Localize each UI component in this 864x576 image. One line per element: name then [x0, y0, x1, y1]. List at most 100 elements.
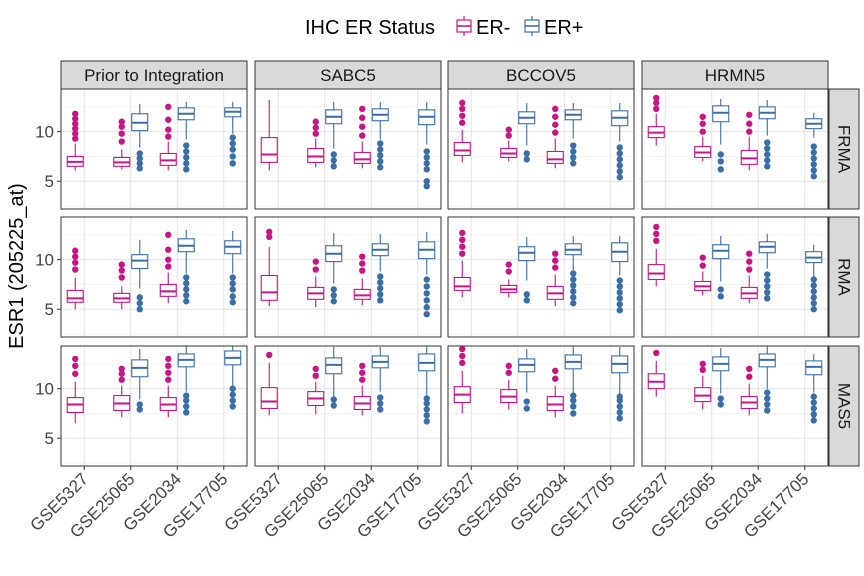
outlier-point	[312, 258, 319, 265]
box-gse17705-er-pos	[418, 101, 436, 190]
outlier-point	[330, 292, 337, 299]
outlier-point	[229, 140, 236, 147]
outlier-point	[377, 291, 384, 298]
box-gse2034-er-pos	[564, 235, 582, 307]
box-gse5327-er-neg	[260, 351, 278, 416]
box-gse2034-er-neg	[740, 111, 758, 171]
outlier-point	[810, 167, 817, 174]
panel-grid: Prior to Integration SABC5 BCCOV5 HRMN5 FRMA…	[27, 60, 860, 542]
outlier-point	[229, 397, 236, 404]
legend: IHC ER Status ER- ER+	[305, 16, 583, 39]
outlier-point	[165, 355, 172, 363]
outlier-point	[118, 138, 125, 145]
outlier-point	[810, 393, 817, 400]
outlier-point	[165, 376, 172, 383]
facet-panel	[60, 88, 248, 210]
outlier-point	[118, 118, 125, 125]
outlier-point	[72, 355, 79, 363]
outlier-point	[552, 375, 559, 382]
box-gse2034-er-pos	[564, 102, 582, 167]
outlier-point	[359, 114, 366, 121]
box-gse2034-er-pos	[177, 101, 195, 173]
outlier-point	[183, 160, 190, 167]
column-strip-bg	[60, 60, 248, 90]
outlier-point	[423, 412, 430, 419]
outlier-point	[229, 299, 236, 306]
outlier-point	[72, 120, 79, 127]
outlier-point	[312, 372, 319, 379]
box-gse25065-er-pos	[518, 236, 536, 304]
box-gse25065-er-pos	[712, 347, 730, 408]
outlier-point	[229, 274, 236, 281]
outlier-point	[72, 370, 79, 377]
y-tick-label: 10	[35, 380, 54, 399]
outlier-point	[523, 398, 530, 405]
outlier-point	[616, 295, 623, 302]
box-gse2034-er-neg	[546, 250, 564, 307]
box-gse25065-er-pos	[712, 98, 730, 173]
outlier-point	[72, 135, 79, 142]
outlier-point	[165, 362, 172, 370]
outlier-point	[699, 120, 706, 127]
box-gse25065-er-neg	[500, 362, 518, 410]
outlier-point	[616, 162, 623, 169]
outlier-point	[570, 282, 577, 289]
outlier-point	[377, 273, 384, 280]
outlier-point	[423, 154, 430, 161]
outlier-point	[653, 94, 660, 102]
outlier-point	[570, 270, 577, 277]
column-strip: Prior to Integration	[60, 60, 248, 90]
outlier-point	[330, 151, 337, 158]
outlier-point	[570, 403, 577, 410]
outlier-point	[616, 150, 623, 157]
outlier-point	[699, 128, 706, 135]
outlier-point	[229, 153, 236, 160]
box-gse25065-er-neg	[500, 261, 518, 298]
outlier-point	[423, 182, 430, 190]
legend-key-er-neg	[456, 16, 472, 36]
box-gse25065-er-pos	[131, 239, 149, 313]
box-gse5327-er-neg	[453, 99, 471, 163]
outlier-point	[810, 143, 817, 150]
outlier-point	[183, 409, 190, 416]
outlier-point	[552, 105, 559, 113]
outlier-point	[423, 148, 430, 155]
outlier-point	[699, 366, 706, 374]
panel-border	[447, 88, 635, 210]
outlier-point	[165, 116, 172, 123]
column-strip: HRMN5	[641, 60, 829, 90]
outlier-point	[523, 150, 530, 157]
box-iqr	[647, 264, 665, 281]
facet-panel	[641, 88, 829, 210]
outlier-point	[505, 261, 512, 268]
outlier-point	[312, 124, 319, 131]
box-gse5327-er-neg	[260, 228, 278, 307]
row-strip-bg	[828, 88, 860, 210]
outlier-point	[359, 260, 366, 267]
outlier-point	[459, 105, 466, 113]
row-strip: FRMA	[828, 88, 860, 210]
box-gse17705-er-pos	[224, 346, 242, 410]
box-gse25065-er-pos	[518, 102, 536, 163]
outlier-point	[359, 123, 366, 130]
panel-border	[447, 216, 635, 338]
box-gse5327-er-neg	[453, 229, 471, 298]
outlier-point	[764, 163, 771, 170]
box-gse2034-er-pos	[371, 101, 389, 171]
outlier-point	[118, 365, 125, 373]
outlier-point	[810, 288, 817, 295]
outlier-point	[183, 154, 190, 161]
outlier-point	[653, 230, 660, 238]
outlier-point	[423, 400, 430, 407]
outlier-point	[330, 402, 337, 409]
outlier-point	[359, 369, 366, 376]
outlier-point	[699, 360, 706, 368]
outlier-point	[653, 223, 660, 231]
box-gse2034-er-neg	[546, 105, 564, 169]
outlier-point	[764, 395, 771, 402]
outlier-point	[165, 246, 172, 253]
box-gse25065-er-neg	[307, 258, 325, 308]
y-tick-label: 10	[35, 251, 54, 270]
box-gse25065-er-pos	[712, 235, 730, 300]
